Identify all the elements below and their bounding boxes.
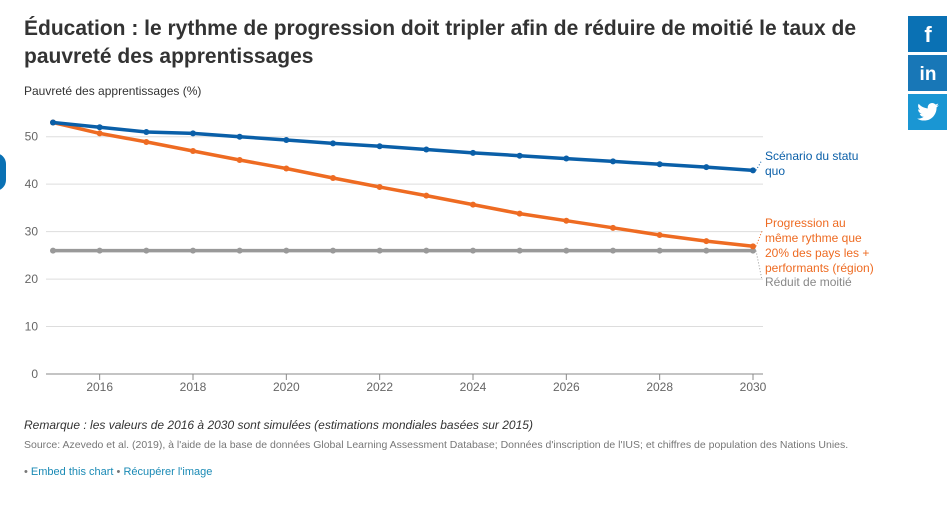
y-tick-label: 30 (25, 225, 39, 239)
facebook-share-button[interactable]: f (908, 16, 947, 52)
page-side-marker (0, 153, 6, 191)
data-point (703, 247, 710, 254)
series-label: Scénario du statu (765, 149, 858, 163)
label-leader-line (755, 159, 763, 171)
data-point (423, 192, 430, 199)
data-point (563, 155, 570, 162)
data-point (516, 210, 523, 217)
twitter-icon (916, 103, 939, 121)
data-point (376, 247, 383, 254)
data-point (376, 184, 383, 191)
series-lines (50, 119, 756, 254)
data-point (423, 146, 430, 153)
data-point (610, 158, 616, 165)
series-label: performants (région) (765, 261, 874, 275)
data-point (516, 152, 523, 159)
data-point (236, 247, 243, 254)
series-label: Réduit de moitié (765, 275, 852, 289)
x-tick-label: 2018 (180, 380, 207, 394)
data-point (283, 165, 290, 172)
data-point (283, 247, 290, 254)
chart-links: • Embed this chart • Récupérer l'image (24, 466, 212, 478)
label-leader-line (755, 250, 763, 281)
data-point (750, 243, 756, 250)
data-point (96, 124, 103, 131)
label-leader-line (755, 230, 763, 247)
data-point (236, 156, 243, 163)
data-point (330, 247, 336, 254)
data-point (50, 119, 56, 126)
data-point (563, 247, 570, 254)
data-point (516, 247, 523, 254)
data-point (703, 164, 710, 171)
y-tick-label: 40 (25, 177, 39, 191)
data-point (143, 128, 150, 135)
data-point (236, 133, 243, 140)
download-image-link[interactable]: Récupérer l'image (123, 466, 213, 478)
bullet: • (24, 466, 28, 478)
embed-chart-link[interactable]: Embed this chart (30, 466, 114, 478)
x-tick-label: 2020 (273, 380, 300, 394)
data-point (750, 167, 756, 174)
data-point (423, 247, 430, 254)
data-point (96, 130, 103, 137)
bullet: • (116, 466, 121, 478)
facebook-icon: f (924, 23, 932, 45)
series-label: même rythme que (765, 231, 862, 245)
series-line (51, 120, 755, 173)
svg-text:f: f (924, 23, 932, 45)
y-tick-label: 10 (25, 320, 39, 334)
data-point (703, 238, 710, 245)
y-axis-label: Pauvreté des apprentissages (%) (24, 84, 202, 98)
series-line (51, 120, 755, 249)
data-point (330, 175, 336, 182)
data-point (656, 161, 663, 168)
x-tick-label: 2024 (460, 380, 487, 394)
y-tick-label: 20 (25, 272, 39, 286)
x-tick-label: 2022 (366, 380, 393, 394)
data-point (470, 201, 476, 208)
data-point (376, 143, 383, 150)
y-tick-label: 0 (31, 367, 38, 381)
data-point (656, 231, 663, 238)
data-point (330, 140, 336, 147)
chart-source: Source: Azevedo et al. (2019), à l'aide … (24, 439, 849, 451)
x-tick-label: 2026 (553, 380, 580, 394)
data-point (470, 149, 476, 156)
data-point (610, 247, 616, 254)
series-label: 20% des pays les + (765, 246, 869, 260)
data-point (96, 247, 103, 254)
x-tick-label: 2028 (646, 380, 673, 394)
series-label: Progression au (765, 216, 846, 230)
data-point (470, 247, 476, 254)
data-point (190, 247, 196, 254)
x-tick-label: 2030 (740, 380, 767, 394)
x-tick-label: 2016 (86, 380, 113, 394)
data-point (190, 147, 196, 154)
twitter-share-button[interactable] (908, 94, 947, 130)
svg-text:in: in (919, 64, 936, 84)
data-point (143, 247, 150, 254)
data-point (283, 137, 290, 144)
data-point (50, 247, 56, 254)
data-point (750, 247, 756, 254)
linkedin-share-button[interactable]: in (908, 55, 947, 91)
chart-note: Remarque : les valeurs de 2016 à 2030 so… (24, 418, 533, 432)
data-point (143, 138, 150, 145)
y-tick-label: 50 (25, 130, 39, 144)
grid-lines (46, 136, 763, 328)
series-label: quo (765, 164, 785, 178)
data-point (656, 247, 663, 254)
data-point (190, 130, 196, 137)
data-point (563, 217, 570, 224)
chart-title: Éducation : le rythme de progression doi… (24, 17, 856, 68)
data-point (610, 224, 616, 231)
linkedin-icon: in (919, 64, 936, 84)
